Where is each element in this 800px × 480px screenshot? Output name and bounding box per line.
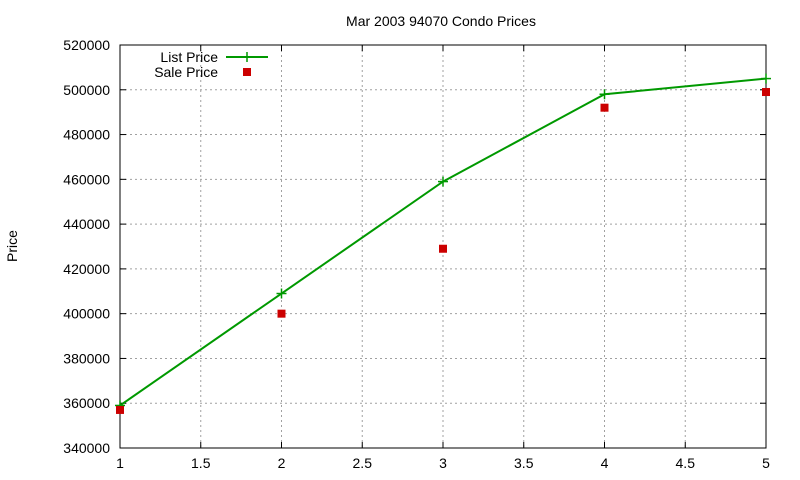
y-tick-labels: 340000 360000 380000 400000 420000 440000 4600… — [63, 37, 110, 456]
sale-price-point — [762, 88, 770, 97]
x-tick-label: 5 — [762, 455, 770, 471]
legend-square-marker — [243, 68, 251, 76]
x-tick-labels: 1 1.5 2 2.5 3 3.5 4 4.5 5 — [116, 455, 770, 471]
x-tick-label: 4.5 — [676, 455, 696, 471]
x-tick-label: 4 — [601, 455, 609, 471]
y-tick-label: 340000 — [63, 440, 110, 456]
chart-title: Mar 2003 94070 Condo Prices — [346, 13, 536, 29]
x-tick-label: 2 — [278, 455, 286, 471]
list-price-point — [438, 176, 448, 187]
x-tick-label: 1.5 — [191, 455, 211, 471]
y-tick-label: 460000 — [63, 171, 110, 187]
x-tick-label: 2.5 — [353, 455, 373, 471]
legend-plus-marker — [242, 52, 252, 62]
x-tick-label: 1 — [116, 455, 124, 471]
y-tick-label: 420000 — [63, 261, 110, 277]
y-tick-label: 360000 — [63, 395, 110, 411]
list-price-point — [761, 73, 771, 84]
y-tick-label: 520000 — [63, 37, 110, 53]
sale-price-point — [277, 309, 286, 318]
list-price-point — [599, 89, 610, 100]
list-price-series — [115, 73, 771, 411]
y-tick-label: 440000 — [63, 216, 110, 232]
sale-price-series — [116, 88, 770, 414]
x-tick-label: 3 — [439, 455, 447, 471]
legend-label: Sale Price — [154, 64, 218, 80]
y-tick-label: 400000 — [63, 306, 110, 322]
y-tick-label: 500000 — [63, 82, 110, 98]
sale-price-point — [439, 244, 447, 253]
plot-frame — [119, 44, 767, 449]
list-price-point — [276, 288, 287, 299]
y-tick-label: 380000 — [63, 350, 110, 366]
y-axis-title: Price — [4, 230, 20, 262]
x-tick-label: 3.5 — [514, 455, 534, 471]
sale-price-point — [600, 103, 609, 112]
legend-label: List Price — [160, 49, 218, 65]
series-layer — [115, 73, 771, 414]
y-tick-label: 480000 — [63, 127, 110, 143]
sale-price-point — [116, 405, 124, 414]
